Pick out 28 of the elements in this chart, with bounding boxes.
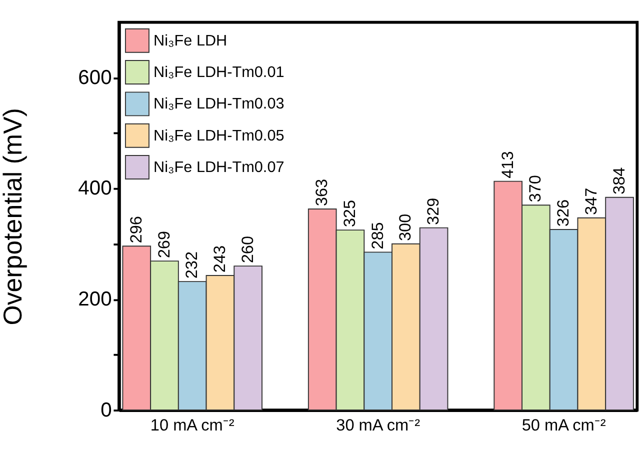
legend-label: Ni₃Fe LDH-Tm0.07 bbox=[154, 159, 284, 176]
x-tick-label: 30 mA cm⁻² bbox=[336, 416, 421, 435]
data-label: 296 bbox=[127, 216, 146, 244]
data-label: 325 bbox=[341, 200, 360, 228]
data-label: 326 bbox=[554, 199, 573, 227]
y-tick-label: 200 bbox=[78, 288, 112, 311]
data-label: 329 bbox=[424, 198, 443, 225]
y-tick-label: 0 bbox=[100, 399, 112, 422]
data-label: 370 bbox=[526, 175, 545, 202]
data-label: 243 bbox=[211, 245, 230, 273]
legend-label: Ni₃Fe LDH bbox=[154, 32, 228, 50]
data-label: 347 bbox=[582, 188, 600, 215]
legend-label: Ni₃Fe LDH-Tm0.03 bbox=[154, 96, 284, 113]
data-label: 384 bbox=[610, 167, 628, 194]
y-axis-title: Overpotential (mV) bbox=[0, 108, 28, 326]
data-label: 232 bbox=[183, 251, 202, 279]
data-label: 363 bbox=[313, 178, 332, 206]
y-tick-label: 600 bbox=[78, 66, 112, 89]
x-tick-label: 50 mA cm⁻² bbox=[522, 416, 606, 435]
data-label: 260 bbox=[238, 236, 257, 264]
legend-label: Ni₃Fe LDH-Tm0.05 bbox=[154, 127, 284, 144]
legend-label: Ni₃Fe LDH-Tm0.01 bbox=[154, 64, 284, 82]
data-label: 413 bbox=[498, 151, 517, 178]
x-tick-label: 10 mA cm⁻² bbox=[150, 416, 235, 435]
data-label: 285 bbox=[368, 222, 387, 250]
y-tick-label: 400 bbox=[78, 178, 112, 200]
data-label: 300 bbox=[396, 214, 415, 242]
data-label: 269 bbox=[155, 230, 174, 258]
